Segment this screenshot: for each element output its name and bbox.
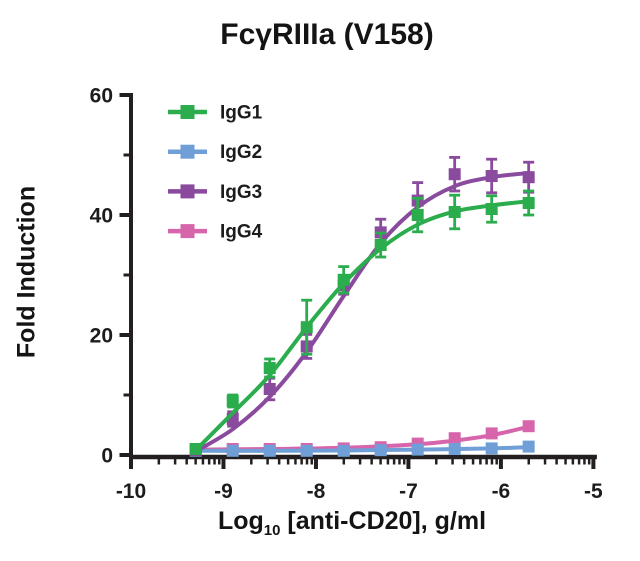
data-point-igg3 [263, 383, 276, 395]
legend-item-igg3: IgG3 [168, 182, 262, 203]
y-tick-label: 0 [101, 445, 113, 468]
data-point-igg4 [448, 432, 461, 445]
x-axis-ticks: -10 -9 -8 -7 -6 -5 [116, 457, 603, 503]
y-axis-ticks: 0 20 40 60 [90, 85, 131, 468]
y-tick-label: 40 [90, 205, 113, 228]
legend-label: IgG4 [220, 222, 263, 243]
legend-marker-swatch [180, 144, 195, 159]
x-tick-label: -6 [492, 480, 511, 503]
legend-item-igg2: IgG2 [168, 142, 262, 163]
legend-marker-swatch [180, 224, 195, 239]
x-tick-label: -10 [116, 480, 146, 503]
data-point-igg1 [374, 239, 387, 251]
data-point-igg3 [522, 171, 535, 184]
data-point-igg1 [337, 273, 350, 286]
data-point-igg1 [411, 209, 424, 221]
series-igg1 [189, 189, 535, 455]
x-tick-label: -5 [584, 480, 603, 503]
data-point-igg2 [337, 444, 350, 457]
x-axis-title: Log10 [anti-CD20], g/ml [218, 507, 486, 539]
data-point-igg1 [485, 203, 498, 215]
legend-item-igg1: IgG1 [168, 103, 263, 124]
legend-marker-swatch [180, 105, 195, 119]
x-axis-title-prefix: Log [217, 507, 264, 535]
legend-marker-swatch [180, 184, 195, 199]
y-tick-label: 20 [90, 325, 113, 348]
data-point-igg2 [522, 440, 535, 453]
legend-item-igg4: IgG4 [168, 222, 263, 243]
series-igg2 [189, 440, 535, 457]
data-point-igg1 [448, 206, 461, 218]
data-point-igg1 [300, 321, 313, 334]
legend-label: IgG1 [220, 103, 263, 124]
data-point-igg3 [448, 168, 461, 181]
data-point-igg1 [189, 443, 202, 455]
data-point-igg4 [485, 427, 498, 440]
chart-title: FcγRIIIa (V158) [220, 18, 434, 51]
fit-curve-igg3 [193, 171, 531, 454]
data-point-igg2 [374, 444, 387, 457]
data-point-igg2 [485, 442, 498, 455]
data-point-igg2 [300, 444, 313, 457]
x-tick-label: -7 [399, 480, 418, 503]
data-point-igg1 [263, 362, 276, 374]
data-point-igg2 [411, 443, 424, 456]
x-tick-label: -8 [307, 480, 326, 503]
data-point-igg4 [522, 420, 535, 433]
data-point-igg2 [263, 444, 276, 457]
legend-label: IgG2 [220, 142, 262, 163]
x-axis-title-subscript: 10 [263, 522, 281, 539]
legend-label: IgG3 [220, 182, 262, 203]
data-point-igg3 [485, 170, 498, 182]
x-axis-title-rest: [anti-CD20], g/ml [280, 507, 487, 535]
data-point-igg1 [226, 395, 239, 407]
y-tick-label: 60 [90, 85, 113, 108]
data-point-igg2 [448, 443, 461, 455]
data-point-igg1 [522, 197, 535, 209]
fit-curve-igg4 [193, 424, 531, 452]
fit-curve-igg1 [193, 199, 531, 453]
axes [129, 93, 597, 460]
legend: IgG1 IgG2 IgG3 IgG4 [168, 103, 263, 243]
data-point-igg2 [226, 444, 239, 457]
x-tick-label: -9 [214, 480, 233, 503]
